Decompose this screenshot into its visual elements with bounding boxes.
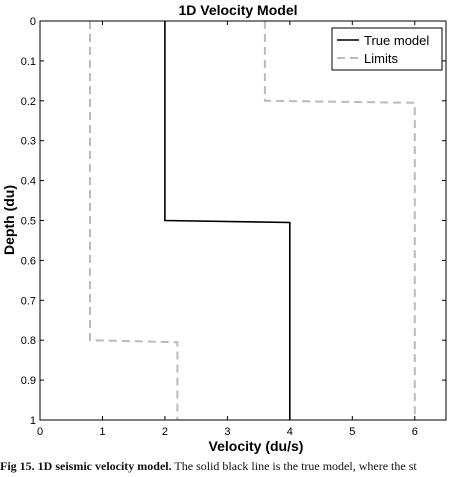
x-tick-label: 0 xyxy=(37,426,43,438)
chart-title: 1D Velocity Model xyxy=(178,2,297,18)
series-line-true-model xyxy=(164,21,291,420)
plot-area xyxy=(40,21,446,420)
x-tick-label: 5 xyxy=(349,426,355,438)
x-axis-label: Velocity (du/s) xyxy=(209,438,304,454)
y-tick-label: 0.3 xyxy=(21,136,36,148)
y-tick-label: 0.2 xyxy=(21,96,36,108)
x-tick-label: 4 xyxy=(287,426,293,438)
legend-label: Limits xyxy=(364,51,398,66)
y-tick-label: 0.7 xyxy=(21,295,36,307)
y-tick-label: 0.1 xyxy=(21,56,36,68)
x-tick-label: 2 xyxy=(162,426,168,438)
x-axis: 0 1 2 3 4 5 6 xyxy=(37,21,418,438)
x-tick-label: 6 xyxy=(412,426,418,438)
y-tick-label: 0.4 xyxy=(21,176,36,188)
y-tick-label: 0.8 xyxy=(21,335,36,347)
y-tick-label: 1 xyxy=(30,415,36,427)
series-line-limits-upper xyxy=(263,21,416,420)
legend-box xyxy=(331,27,443,71)
y-axis: 0 0.1 0.2 0.3 0.4 0.5 0.6 0.7 0.8 0.9 1 xyxy=(21,16,446,427)
caption-bold: Fig 15. 1D seismic velocity model. xyxy=(0,459,172,473)
figure-caption: Fig 15. 1D seismic velocity model. The s… xyxy=(0,459,474,477)
y-tick-label: 0.6 xyxy=(21,255,36,267)
series-line-limits xyxy=(89,21,179,420)
y-tick-label: 0.9 xyxy=(21,375,36,387)
y-tick-label: 0.5 xyxy=(21,216,36,228)
x-tick-label: 3 xyxy=(224,426,230,438)
y-axis-label: Depth (du) xyxy=(1,185,17,255)
y-tick-label: 0 xyxy=(30,16,36,28)
x-tick-label: 1 xyxy=(99,426,105,438)
legend-label: True model xyxy=(364,33,429,48)
caption-text: The solid black line is the true model, … xyxy=(171,459,417,473)
series-layer xyxy=(89,21,416,420)
legend: True model Limits xyxy=(331,27,443,71)
